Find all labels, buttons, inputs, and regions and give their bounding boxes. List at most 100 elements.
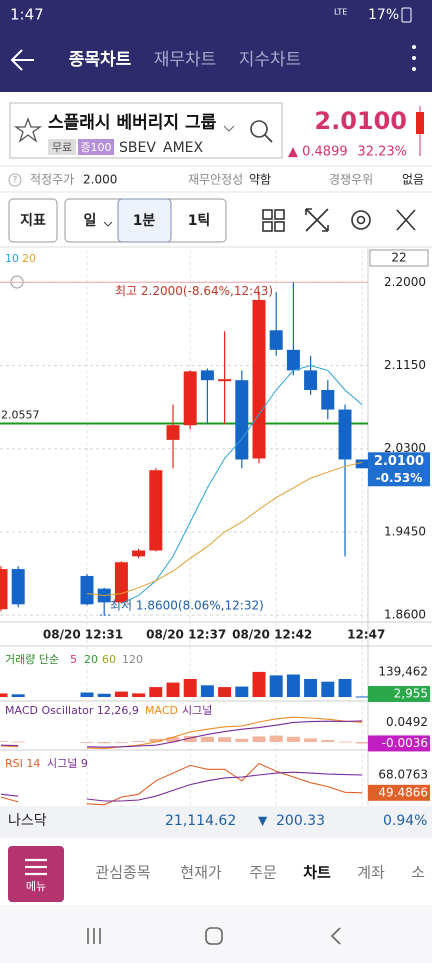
active-button-bg xyxy=(117,198,172,243)
exchange: AMEX xyxy=(163,140,204,156)
x-tick-label: 12:47 xyxy=(347,628,385,642)
layout-icon[interactable] xyxy=(262,221,273,232)
volume-bar xyxy=(304,679,318,697)
ticker: SBEV xyxy=(119,140,156,156)
oscillator-bar xyxy=(304,738,318,742)
annotation: 최고 2.2000(-8.64%,12:43) xyxy=(115,284,273,298)
back-button[interactable] xyxy=(10,49,34,71)
menu-label[interactable]: 메뉴 xyxy=(26,880,46,893)
ma-line xyxy=(121,364,363,604)
search-icon[interactable] xyxy=(250,120,268,138)
y-tick-label: 1.8600 xyxy=(384,608,426,622)
oscillator-bar xyxy=(132,741,146,742)
dropdown-icon[interactable] xyxy=(103,221,113,227)
oscillator-bar xyxy=(11,741,25,743)
oscillator-bar xyxy=(269,735,283,742)
nav-tab[interactable]: 현재가 xyxy=(180,864,222,882)
help-icon[interactable]: ? xyxy=(13,176,18,186)
toolbar-button[interactable]: 지표 xyxy=(20,213,46,229)
oscillator-bar xyxy=(0,741,8,742)
settings-icon[interactable] xyxy=(356,215,366,225)
info-label: 경쟁우위 xyxy=(329,173,373,187)
oscillator-bar xyxy=(149,738,163,742)
price-candle-icon xyxy=(416,112,424,134)
legend-entry: 시그널 9 xyxy=(47,757,88,770)
header-tabs: 종목차트 재무차트 지수차트 xyxy=(69,50,302,70)
legend-entry: 20 xyxy=(22,252,36,265)
legend-entry: RSI 14 xyxy=(5,757,40,770)
candle-body xyxy=(11,569,25,605)
toolbar-button[interactable]: 일 xyxy=(84,213,97,229)
expand-icon[interactable] xyxy=(305,208,329,232)
nav-tab[interactable]: 주문 xyxy=(249,864,277,882)
volume-bar xyxy=(269,675,283,697)
stock-change-pct: 32.23% xyxy=(357,145,407,160)
header-tab[interactable]: 지수차트 xyxy=(239,50,302,70)
indicator-line xyxy=(0,720,363,748)
current-price-tag xyxy=(368,452,430,487)
y-tick-label: 2.0300 xyxy=(384,441,426,455)
volume-bar xyxy=(183,679,197,697)
oscillator-bar xyxy=(114,742,128,743)
header xyxy=(0,28,432,92)
dropdown-icon[interactable] xyxy=(223,125,235,132)
annotation: 최저 1.8600(8.06%,12:32) xyxy=(110,599,264,613)
more-menu[interactable] xyxy=(412,67,416,71)
layout-icon[interactable] xyxy=(274,221,285,232)
volume-bar xyxy=(252,671,266,697)
tag-bg xyxy=(78,139,114,155)
volume-bar xyxy=(235,686,249,697)
legend-entry: 20 xyxy=(84,653,98,666)
volume-bar xyxy=(132,693,146,697)
value-label-bg xyxy=(368,784,430,801)
header-tab[interactable]: 재무차트 xyxy=(154,50,217,70)
volume-bar xyxy=(200,685,214,697)
candle-body xyxy=(269,330,283,350)
market-name: 나스닥 xyxy=(8,813,47,829)
nav-tab[interactable]: 계좌 xyxy=(357,864,385,882)
nav-tab[interactable]: 소 xyxy=(411,864,425,882)
nav-tab[interactable]: 차트 xyxy=(303,864,331,882)
more-menu[interactable] xyxy=(412,56,416,60)
info-value: 없음 xyxy=(402,173,424,187)
toolbar-icons xyxy=(262,208,416,232)
stock-change: ▲ 0.4899 xyxy=(288,145,348,160)
nav-tab[interactable]: 관심종목 xyxy=(95,864,150,882)
favorite-star[interactable] xyxy=(13,117,43,143)
candle-body xyxy=(338,409,352,460)
market-bar xyxy=(0,806,432,838)
count-box[interactable] xyxy=(369,249,429,267)
candle-body xyxy=(218,379,232,382)
toolbar-button[interactable]: 1분 xyxy=(133,213,156,229)
indicator-button[interactable] xyxy=(8,198,58,243)
search-icon[interactable] xyxy=(264,134,273,143)
market-change-pct: 0.94% xyxy=(383,813,427,829)
pane-title: 거래량 단순 xyxy=(5,653,59,666)
layout-icon[interactable] xyxy=(262,209,273,220)
legend-entry: MACD xyxy=(145,704,178,717)
indicator-line xyxy=(0,762,363,806)
candle-body xyxy=(252,299,266,459)
volume-bar xyxy=(166,682,180,697)
back[interactable] xyxy=(330,927,341,945)
home[interactable] xyxy=(205,927,223,945)
chart: 2.2000 2.1150 2.0300 1.9450 1.8600 08/20 12:3… xyxy=(0,250,430,806)
value-label: -0.0036 xyxy=(382,736,428,750)
layout-icon[interactable] xyxy=(274,209,285,220)
current-change: -0.53% xyxy=(376,471,423,485)
menu-icon[interactable] xyxy=(25,858,47,876)
settings-icon[interactable] xyxy=(351,210,371,230)
market-index: 21,114.62 xyxy=(165,813,236,829)
oscillator-bar xyxy=(183,736,197,742)
legend-entry: 120 xyxy=(122,653,143,666)
help-icon[interactable] xyxy=(8,173,22,187)
tools-icon[interactable] xyxy=(396,209,416,231)
recent-apps[interactable] xyxy=(87,928,101,944)
oscillator-bar xyxy=(252,736,266,742)
header-tab[interactable]: 종목차트 xyxy=(69,50,132,70)
more-menu[interactable] xyxy=(412,45,416,49)
volume-bar xyxy=(355,696,369,698)
toolbar-button[interactable]: 1틱 xyxy=(188,212,211,229)
oscillator-bar xyxy=(338,741,352,743)
